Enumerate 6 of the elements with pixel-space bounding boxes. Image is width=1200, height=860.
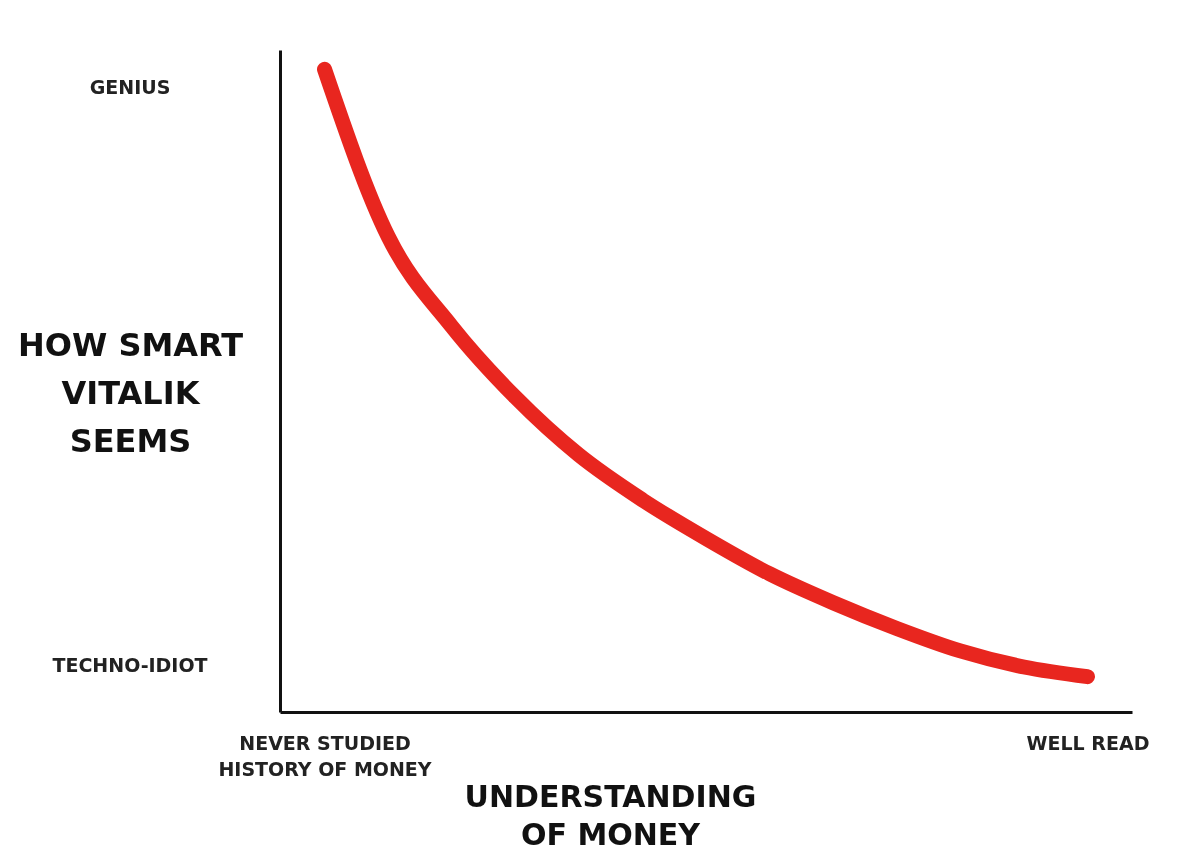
- x-tick-label: WELL READ: [1026, 731, 1150, 754]
- x-tick-label: NEVER STUDIED HISTORY OF MONEY: [218, 731, 432, 780]
- x-axis-title: UNDERSTANDING OF MONEY: [464, 778, 757, 852]
- text: GENIUS: [89, 76, 171, 98]
- y-axis-title: HOW SMART VITALIK SEEMS: [17, 325, 244, 460]
- text: TECHNO-IDIOT: [52, 654, 208, 676]
